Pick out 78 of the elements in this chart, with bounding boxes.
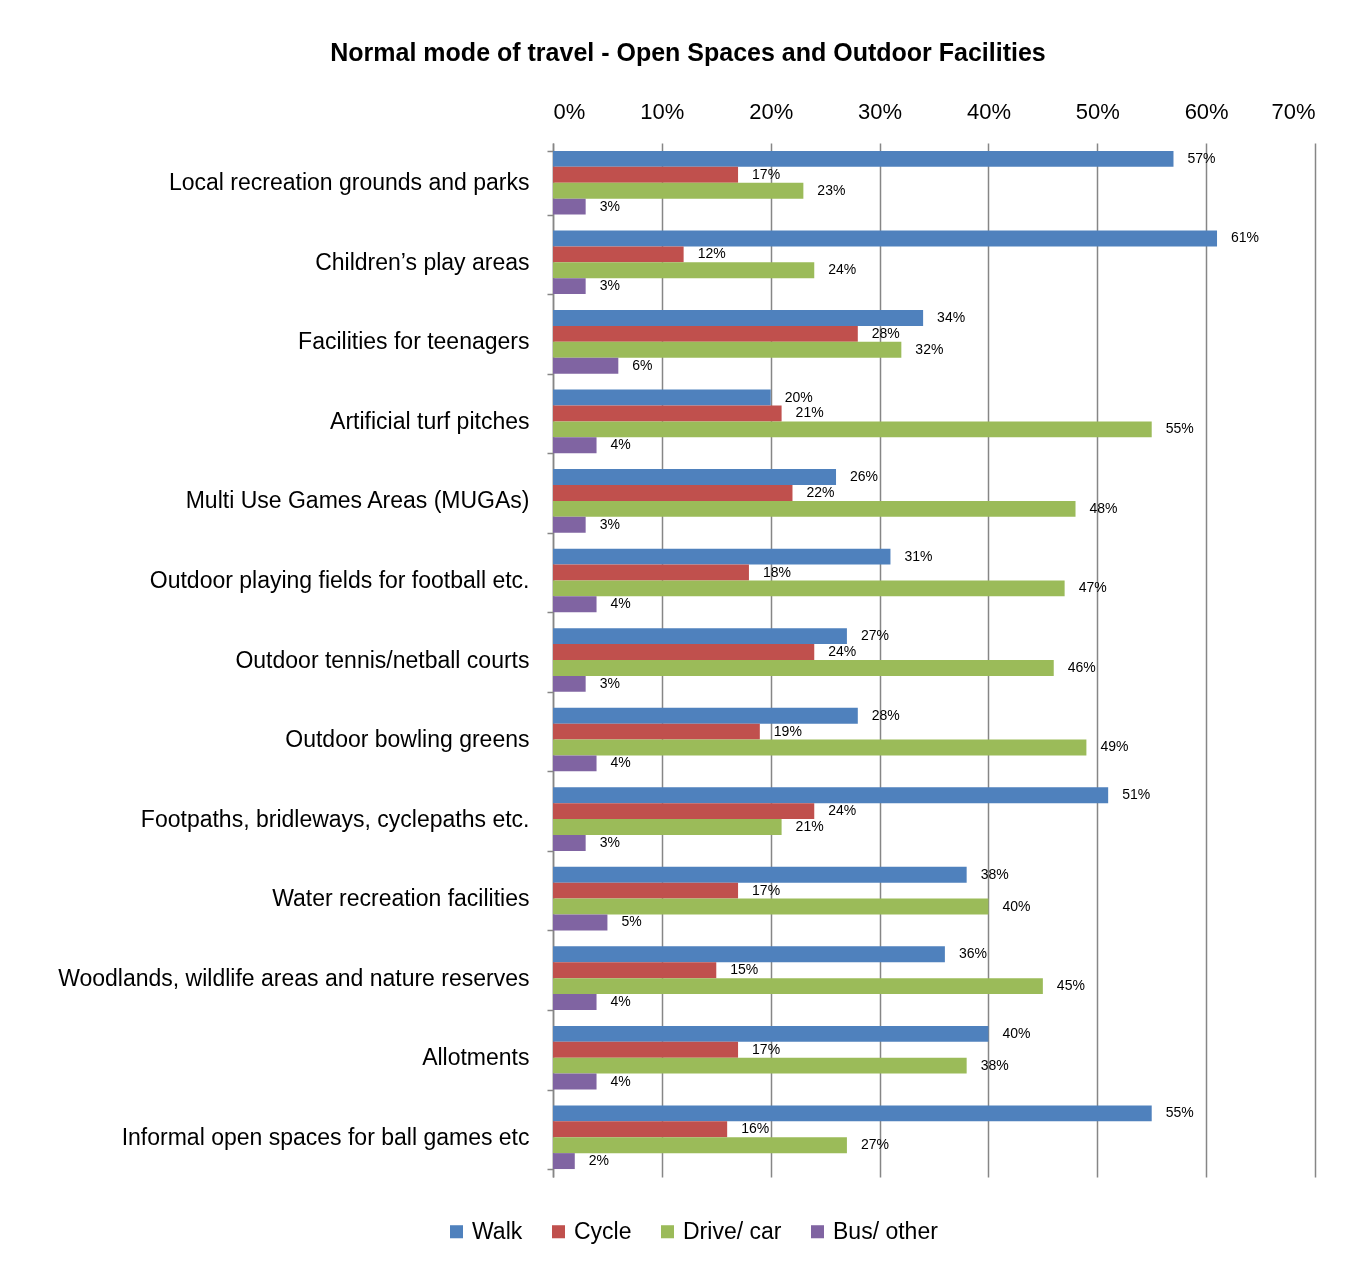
y-tick-label: Children’s play areas xyxy=(315,248,530,275)
y-tick-label: Outdoor playing fields for football etc. xyxy=(149,566,530,593)
y-tick-label: Informal open spaces for ball games etc xyxy=(121,1123,530,1150)
y-tick-label: Outdoor tennis/netball courts xyxy=(235,646,530,673)
data-label: 17% xyxy=(752,1040,781,1057)
data-label: 38% xyxy=(980,1056,1009,1073)
data-label: 4% xyxy=(610,754,631,771)
data-label: 17% xyxy=(752,165,781,182)
data-label: 15% xyxy=(730,961,759,978)
legend-label: Cycle xyxy=(574,1217,632,1244)
y-tick-label: Allotments xyxy=(422,1044,530,1071)
x-tick-label: 40% xyxy=(966,98,1011,124)
data-label: 17% xyxy=(752,881,781,898)
data-label: 61% xyxy=(1231,229,1260,246)
data-label: 38% xyxy=(980,865,1009,882)
data-label: 18% xyxy=(762,563,791,580)
x-tick-label: 30% xyxy=(858,98,903,124)
data-label: 3% xyxy=(599,833,620,850)
y-tick-label: Outdoor bowling greens xyxy=(285,726,530,753)
data-label: 16% xyxy=(741,1120,770,1137)
data-label: 48% xyxy=(1089,499,1118,516)
x-tick-label: 20% xyxy=(749,98,794,124)
data-label: 55% xyxy=(1165,420,1194,437)
legend-label: Bus/ other xyxy=(833,1217,939,1244)
data-label: 27% xyxy=(860,627,889,644)
data-label: 6% xyxy=(632,356,653,373)
legend-label: Drive/ car xyxy=(683,1217,782,1244)
y-tick-label: Water recreation facilities xyxy=(272,885,530,912)
data-label: 27% xyxy=(860,1136,889,1153)
data-label: 47% xyxy=(1078,579,1107,596)
data-label: 40% xyxy=(1002,897,1031,914)
y-tick-label: Facilities for teenagers xyxy=(298,328,530,355)
data-label: 32% xyxy=(915,340,944,357)
data-label: 34% xyxy=(937,308,966,325)
data-label: 4% xyxy=(610,993,631,1010)
x-tick-label: 50% xyxy=(1075,98,1120,124)
data-label: 23% xyxy=(817,181,846,198)
data-label: 3% xyxy=(599,197,620,214)
y-tick-label: Multi Use Games Areas (MUGAs) xyxy=(185,487,530,514)
data-label: 24% xyxy=(828,802,857,819)
data-label: 36% xyxy=(958,945,987,962)
legend-label: Walk xyxy=(472,1217,523,1244)
chart-title: Normal mode of travel - Open Spaces and Outdoor Facilities xyxy=(330,38,1046,66)
x-tick-label: 0% xyxy=(553,98,586,124)
data-label: 45% xyxy=(1056,977,1085,994)
data-label: 21% xyxy=(795,818,824,835)
y-tick-label: Footpaths, bridleways, cyclepaths etc. xyxy=(140,805,530,832)
data-label: 4% xyxy=(610,436,631,453)
data-label: 31% xyxy=(904,547,933,564)
data-label: 4% xyxy=(610,1072,631,1089)
data-label: 40% xyxy=(1002,1024,1031,1041)
data-label: 12% xyxy=(697,245,726,262)
data-label: 28% xyxy=(871,324,900,341)
data-label: 5% xyxy=(621,913,642,930)
data-label: 22% xyxy=(806,483,835,500)
x-tick-label: 10% xyxy=(640,98,685,124)
data-label: 28% xyxy=(871,706,900,723)
data-label: 3% xyxy=(599,515,620,532)
data-label: 20% xyxy=(784,388,813,405)
data-label: 21% xyxy=(795,404,824,421)
data-label: 55% xyxy=(1165,1104,1194,1121)
data-label: 24% xyxy=(828,643,857,660)
x-tick-label: 70% xyxy=(1271,98,1316,124)
y-tick-label: Woodlands, wildlife areas and nature reserves xyxy=(58,964,530,991)
y-tick-label: Local recreation grounds and parks xyxy=(168,169,530,196)
x-tick-label: 60% xyxy=(1184,98,1229,124)
data-label: 2% xyxy=(588,1152,610,1169)
data-label: 24% xyxy=(828,261,857,278)
data-label: 3% xyxy=(599,277,620,294)
data-label: 3% xyxy=(599,674,620,691)
data-label: 4% xyxy=(610,595,631,612)
y-tick-label: Artificial turf pitches xyxy=(330,407,530,434)
data-label: 46% xyxy=(1067,658,1096,675)
data-label: 51% xyxy=(1122,786,1151,803)
data-label: 49% xyxy=(1100,738,1129,755)
data-label: 26% xyxy=(850,468,879,485)
data-label: 19% xyxy=(773,722,802,739)
data-label: 57% xyxy=(1187,149,1216,166)
